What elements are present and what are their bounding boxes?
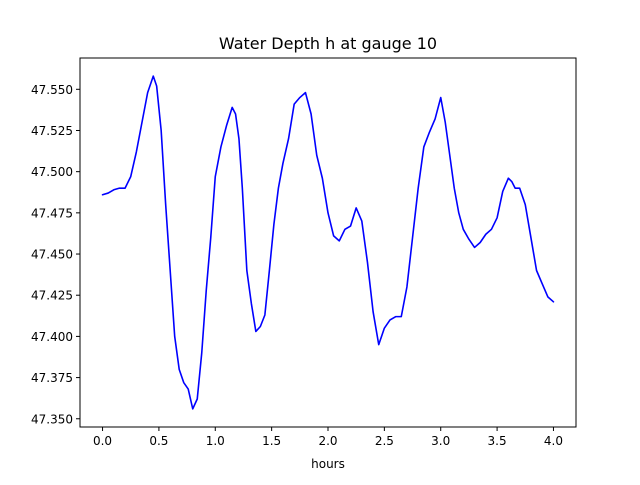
x-tick-label: 1.5	[262, 434, 281, 448]
x-tick-label: 0.5	[149, 434, 168, 448]
y-tick-label: 47.400	[31, 330, 73, 344]
y-tick-label: 47.425	[31, 289, 73, 303]
y-tick-label: 47.525	[31, 124, 73, 138]
y-tick-label: 47.475	[31, 206, 73, 220]
y-tick-label: 47.500	[31, 165, 73, 179]
x-tick-label: 3.5	[488, 434, 507, 448]
series-line-0	[101, 75, 555, 410]
x-tick-label: 3.0	[431, 434, 450, 448]
chart-title: Water Depth h at gauge 10	[219, 34, 437, 53]
plot-area	[101, 75, 555, 410]
y-tick-label: 47.350	[31, 412, 73, 426]
x-axis-title: hours	[311, 457, 345, 471]
x-tick-label: 1.0	[206, 434, 225, 448]
y-tick-label: 47.550	[31, 83, 73, 97]
y-tick-label: 47.450	[31, 248, 73, 262]
y-tick-label: 47.375	[31, 371, 73, 385]
x-tick-label: 2.0	[318, 434, 337, 448]
x-tick-label: 4.0	[544, 434, 563, 448]
x-tick-label: 0.0	[93, 434, 112, 448]
x-tick-label: 2.5	[375, 434, 394, 448]
